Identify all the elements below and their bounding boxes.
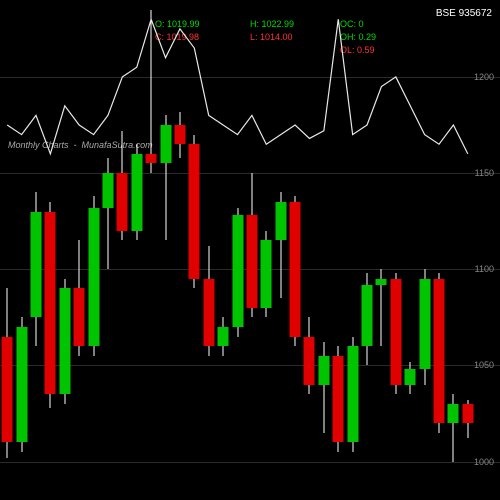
candle-body bbox=[376, 279, 387, 285]
candle-body bbox=[304, 337, 315, 385]
candle-body bbox=[45, 212, 56, 395]
candle-body bbox=[146, 154, 157, 164]
candle-body bbox=[362, 285, 373, 347]
y-axis-label: 1150 bbox=[475, 168, 494, 178]
candle-body bbox=[333, 356, 344, 443]
plot-area[interactable]: 1000 1050 1100 1150 1200 bbox=[0, 0, 500, 500]
candle-body bbox=[30, 212, 41, 318]
candle-body bbox=[405, 369, 416, 384]
y-axis-label: 1100 bbox=[475, 264, 494, 274]
candle-body bbox=[88, 208, 99, 346]
candle-body bbox=[419, 279, 430, 369]
candle-body bbox=[347, 346, 358, 442]
candle-body bbox=[2, 337, 13, 443]
y-axis-label: 1200 bbox=[474, 72, 494, 82]
candle-body bbox=[189, 144, 200, 279]
y-axis-label: 1000 bbox=[474, 457, 494, 467]
candlestick-chart: Monthly Charts - MunafaSutra.com BSE 935… bbox=[0, 0, 500, 500]
candle-body bbox=[117, 173, 128, 231]
candle-body bbox=[434, 279, 445, 423]
candle-body bbox=[160, 125, 171, 163]
gridline bbox=[0, 462, 500, 463]
candle-body bbox=[174, 125, 185, 144]
candle-body bbox=[448, 404, 459, 423]
candle-body bbox=[390, 279, 401, 385]
y-axis-label: 1050 bbox=[474, 360, 494, 370]
gridline bbox=[0, 173, 500, 174]
candle-wick bbox=[151, 10, 152, 173]
candle-body bbox=[74, 288, 85, 346]
candle-body bbox=[218, 327, 229, 346]
candle-body bbox=[102, 173, 113, 208]
candle-body bbox=[232, 215, 243, 327]
candle-body bbox=[261, 240, 272, 307]
candle-body bbox=[290, 202, 301, 337]
candle-body bbox=[16, 327, 27, 442]
candle-body bbox=[59, 288, 70, 394]
gridline bbox=[0, 77, 500, 78]
candle-body bbox=[318, 356, 329, 385]
candle-body bbox=[462, 404, 473, 423]
candle-body bbox=[203, 279, 214, 346]
candle-body bbox=[246, 215, 257, 307]
candle-body bbox=[275, 202, 286, 240]
candle-body bbox=[131, 154, 142, 231]
